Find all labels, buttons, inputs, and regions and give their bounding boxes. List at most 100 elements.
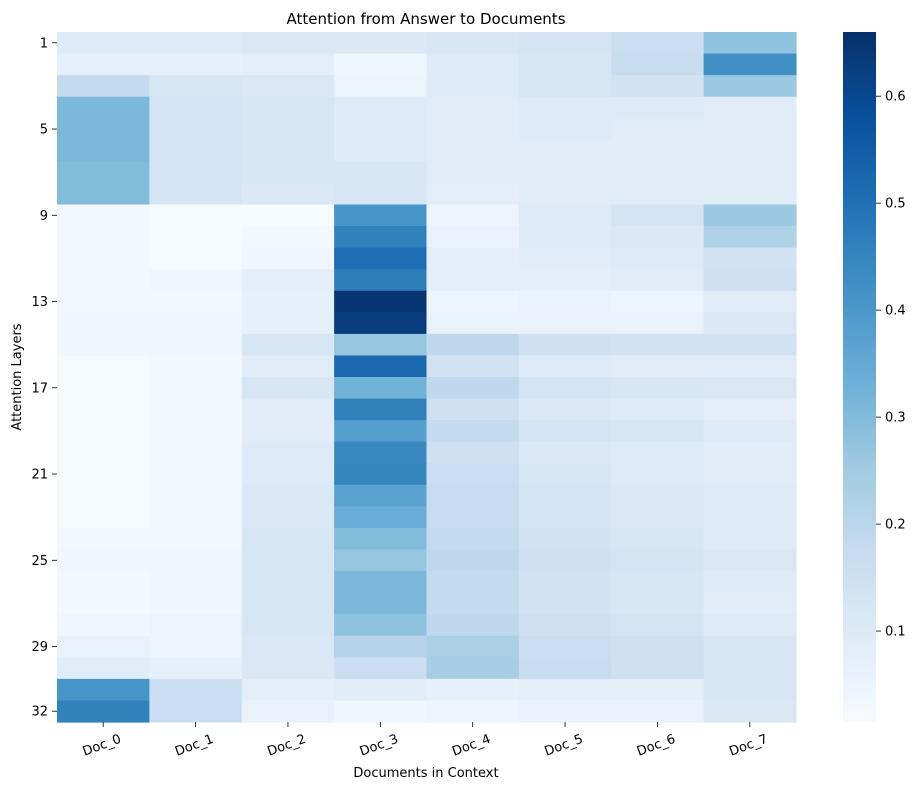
heatmap-cell bbox=[241, 614, 335, 637]
heatmap-cell bbox=[241, 506, 335, 529]
heatmap-cell bbox=[57, 398, 150, 421]
heatmap-cell bbox=[57, 139, 150, 162]
heatmap-cell bbox=[518, 420, 612, 443]
heatmap-cell bbox=[241, 549, 335, 572]
heatmap-cell bbox=[703, 678, 797, 702]
heatmap-cell bbox=[518, 139, 612, 162]
heatmap-cell bbox=[334, 700, 428, 723]
heatmap-cell bbox=[57, 420, 150, 443]
heatmap-cell bbox=[426, 614, 520, 637]
heatmap-cell bbox=[703, 441, 797, 464]
heatmap-cell bbox=[703, 635, 797, 658]
heatmap-cell bbox=[518, 441, 612, 464]
heatmap-cell bbox=[426, 355, 520, 378]
heatmap-cell bbox=[611, 635, 705, 658]
heatmap-cell bbox=[426, 484, 520, 507]
heatmap-cell bbox=[611, 657, 705, 680]
heatmap-cell bbox=[703, 700, 797, 723]
heatmap-cell bbox=[611, 484, 705, 507]
heatmap-cell bbox=[334, 592, 428, 615]
heatmap-cell bbox=[57, 204, 150, 227]
heatmap-cell bbox=[241, 226, 335, 249]
heatmap-cell bbox=[703, 506, 797, 529]
heatmap-cell bbox=[334, 226, 428, 249]
heatmap-cell bbox=[334, 657, 428, 680]
heatmap-cell bbox=[426, 506, 520, 529]
heatmap-cell bbox=[426, 247, 520, 270]
y-tick-label: 5 bbox=[40, 123, 48, 138]
heatmap-cell bbox=[57, 614, 150, 637]
heatmap-cell bbox=[241, 484, 335, 507]
colorbar-tick-label: 0.6 bbox=[885, 90, 906, 105]
heatmap-cell bbox=[149, 290, 243, 313]
heatmap-cell bbox=[518, 75, 612, 98]
heatmap-cell bbox=[241, 571, 335, 594]
heatmap-cell bbox=[703, 247, 797, 270]
heatmap-cell bbox=[426, 139, 520, 162]
x-tick-label: Doc_1 bbox=[173, 732, 216, 760]
heatmap-cell bbox=[57, 53, 150, 76]
heatmap-cell bbox=[57, 506, 150, 529]
heatmap-cell bbox=[426, 161, 520, 184]
x-tick-label: Doc_7 bbox=[727, 732, 770, 760]
y-axis-ticks: 1 5 9 13 17 21 25 29 32 bbox=[31, 36, 57, 720]
heatmap-cell bbox=[703, 571, 797, 594]
y-axis-label: Attention Layers bbox=[10, 323, 25, 430]
heatmap-cell bbox=[518, 53, 612, 76]
heatmap-cell bbox=[241, 290, 335, 313]
heatmap-cell bbox=[241, 161, 335, 184]
heatmap-cell bbox=[518, 118, 612, 141]
heatmap-cell bbox=[57, 377, 150, 400]
heatmap-cell bbox=[57, 161, 150, 184]
heatmap-cell bbox=[426, 333, 520, 357]
heatmap-cell bbox=[518, 678, 612, 702]
colorbar-tick-label: 0.3 bbox=[885, 411, 906, 426]
heatmap-cell bbox=[149, 118, 243, 141]
heatmap-cell bbox=[334, 269, 428, 292]
heatmap-cell bbox=[426, 75, 520, 98]
heatmap-cell bbox=[149, 420, 243, 443]
heatmap-cell bbox=[703, 398, 797, 421]
heatmap-cell bbox=[703, 269, 797, 292]
y-tick-label: 32 bbox=[31, 705, 48, 720]
heatmap-cell bbox=[334, 549, 428, 572]
heatmap-cell bbox=[703, 118, 797, 141]
heatmap-cell bbox=[149, 247, 243, 270]
heatmap-cell bbox=[426, 700, 520, 723]
heatmap-cell bbox=[703, 75, 797, 98]
heatmap-cell bbox=[611, 333, 705, 357]
colorbar-tick-label: 0.5 bbox=[885, 197, 906, 212]
heatmap-cell bbox=[611, 377, 705, 400]
x-axis-label: Documents in Context bbox=[353, 766, 498, 781]
heatmap-cell bbox=[241, 96, 335, 119]
heatmap-cell bbox=[703, 139, 797, 162]
heatmap-cell bbox=[426, 549, 520, 572]
heatmap-cell bbox=[703, 312, 797, 335]
heatmap-cell bbox=[241, 333, 335, 357]
colorbar-ticks: 0.1 0.2 0.3 0.4 0.5 0.6 bbox=[876, 90, 906, 640]
heatmap-cell bbox=[611, 96, 705, 119]
heatmap-cell bbox=[334, 75, 428, 98]
heatmap-cell bbox=[518, 226, 612, 249]
heatmap-cell bbox=[611, 527, 705, 551]
heatmap-cell bbox=[241, 75, 335, 98]
heatmap-cell bbox=[241, 269, 335, 292]
heatmap-cell bbox=[426, 269, 520, 292]
heatmap-cell bbox=[518, 549, 612, 572]
y-tick-label: 9 bbox=[40, 209, 48, 224]
heatmap-cell bbox=[149, 657, 243, 680]
heatmap-cell bbox=[518, 247, 612, 270]
heatmap-cell bbox=[703, 96, 797, 119]
heatmap-cell bbox=[149, 635, 243, 658]
heatmap-cell bbox=[334, 420, 428, 443]
y-tick-label: 13 bbox=[31, 295, 48, 310]
heatmap-cell bbox=[241, 420, 335, 443]
heatmap-cell bbox=[703, 614, 797, 637]
heatmap-cell bbox=[57, 678, 150, 702]
heatmap-cell bbox=[611, 592, 705, 615]
heatmap-cell bbox=[518, 355, 612, 378]
heatmap-cell bbox=[518, 161, 612, 184]
heatmap-cell bbox=[241, 247, 335, 270]
heatmap-cell bbox=[241, 441, 335, 464]
